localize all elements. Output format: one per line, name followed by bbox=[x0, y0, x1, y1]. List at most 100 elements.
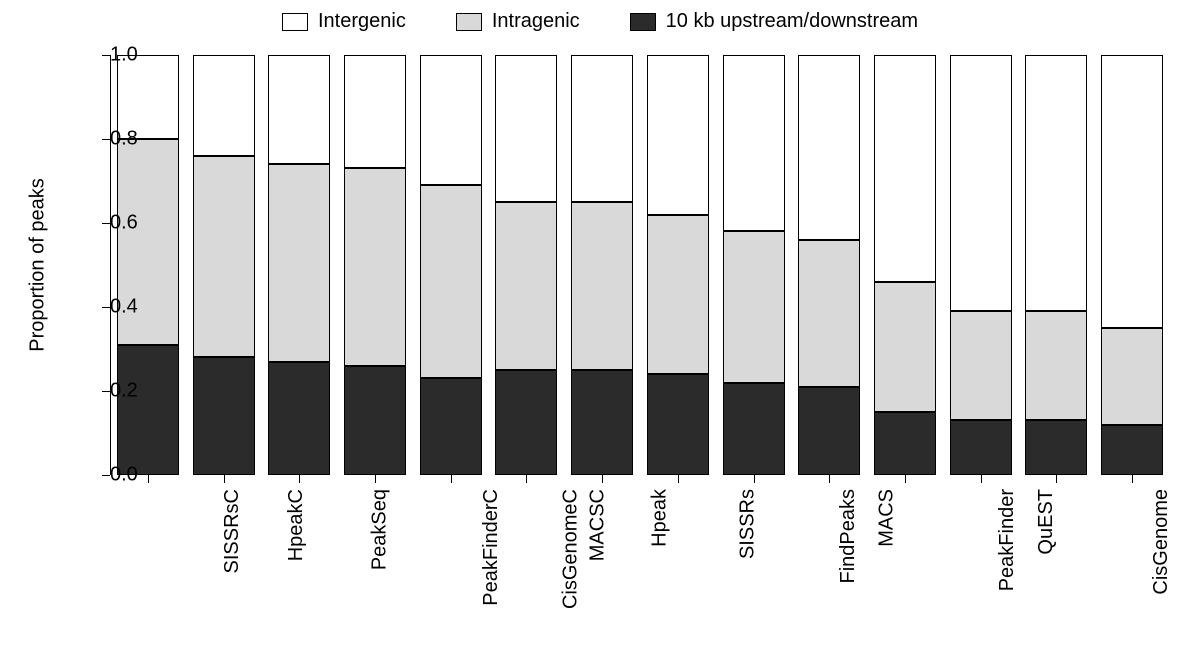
bar-segment-intra bbox=[1101, 328, 1163, 425]
x-category-label: Hpeak bbox=[648, 489, 671, 547]
bar-segment-intra bbox=[268, 164, 330, 361]
x-category-label: PeakSeq bbox=[369, 489, 392, 570]
bar-slot bbox=[344, 55, 406, 475]
bar-segment-inter bbox=[571, 55, 633, 202]
y-tick-label: 0.8 bbox=[110, 128, 124, 151]
figure: Intergenic Intragenic 10 kb upstream/dow… bbox=[0, 0, 1200, 660]
bar-segment-inter bbox=[874, 55, 936, 282]
bar-segment-down bbox=[344, 366, 406, 475]
legend-label-intragenic: Intragenic bbox=[492, 10, 580, 33]
x-category-label: HpeakC bbox=[284, 489, 307, 561]
x-tick bbox=[602, 475, 603, 483]
bar-slot bbox=[874, 55, 936, 475]
bar-segment-inter bbox=[268, 55, 330, 164]
bar-segment-intra bbox=[874, 282, 936, 412]
bar-segment-intra bbox=[571, 202, 633, 370]
bar-segment-inter bbox=[1101, 55, 1163, 328]
x-category-label: PeakFinder bbox=[996, 489, 1019, 591]
bar-segment-intra bbox=[495, 202, 557, 370]
bar-segment-down bbox=[117, 345, 179, 475]
y-tick bbox=[102, 391, 110, 392]
x-category-label: SISSRs bbox=[736, 489, 759, 559]
bar-segment-down bbox=[571, 370, 633, 475]
bar-segment-down bbox=[723, 383, 785, 475]
y-tick-label: 1.0 bbox=[110, 44, 124, 67]
y-tick bbox=[102, 139, 110, 140]
bar-slot bbox=[117, 55, 179, 475]
y-tick-label: 0.2 bbox=[110, 380, 124, 403]
bar-segment-down bbox=[420, 378, 482, 475]
bar-segment-inter bbox=[117, 55, 179, 139]
bar-segment-down bbox=[268, 362, 330, 475]
y-tick-label: 0.6 bbox=[110, 212, 124, 235]
bar-slot bbox=[1025, 55, 1087, 475]
legend-item-intragenic: Intragenic bbox=[456, 10, 580, 33]
x-tick bbox=[224, 475, 225, 483]
y-tick bbox=[102, 307, 110, 308]
bar-segment-inter bbox=[798, 55, 860, 240]
bar-segment-inter bbox=[420, 55, 482, 185]
bar-segment-inter bbox=[1025, 55, 1087, 311]
plot-area: SISSRsCHpeakCPeakSeqPeakFinderCCisGenome… bbox=[110, 55, 1170, 475]
x-tick bbox=[754, 475, 755, 483]
x-tick bbox=[981, 475, 982, 483]
legend-swatch-intergenic bbox=[282, 13, 308, 31]
x-tick bbox=[905, 475, 906, 483]
x-category-label: FindPeaks bbox=[837, 489, 860, 584]
bar-segment-down bbox=[950, 420, 1012, 475]
legend-item-intergenic: Intergenic bbox=[282, 10, 406, 33]
x-category-label: PeakFinderC bbox=[480, 489, 503, 606]
bar-segment-down bbox=[1025, 420, 1087, 475]
bars-area: SISSRsCHpeakCPeakSeqPeakFinderCCisGenome… bbox=[110, 55, 1170, 475]
y-tick bbox=[102, 223, 110, 224]
bar-slot bbox=[647, 55, 709, 475]
x-category-label: CisGenome bbox=[1151, 489, 1174, 595]
bar-segment-down bbox=[495, 370, 557, 475]
y-tick bbox=[102, 475, 110, 476]
x-tick bbox=[526, 475, 527, 483]
bar-segment-inter bbox=[495, 55, 557, 202]
bar-segment-inter bbox=[193, 55, 255, 156]
bar-slot bbox=[495, 55, 557, 475]
bar-segment-intra bbox=[420, 185, 482, 378]
bar-segment-intra bbox=[723, 231, 785, 382]
bar-segment-intra bbox=[647, 215, 709, 375]
legend-label-intergenic: Intergenic bbox=[318, 10, 406, 33]
x-category-label: SISSRsC bbox=[221, 489, 244, 573]
x-tick bbox=[148, 475, 149, 483]
bar-segment-intra bbox=[344, 168, 406, 365]
x-tick bbox=[1132, 475, 1133, 483]
bar-segment-down bbox=[647, 374, 709, 475]
bar-slot bbox=[798, 55, 860, 475]
bar-segment-down bbox=[874, 412, 936, 475]
bar-slot bbox=[268, 55, 330, 475]
x-tick bbox=[1056, 475, 1057, 483]
bar-slot bbox=[950, 55, 1012, 475]
y-tick-label: 0.4 bbox=[110, 296, 124, 319]
bar-slot bbox=[1101, 55, 1163, 475]
x-category-label: QuEST bbox=[1035, 489, 1058, 555]
legend-swatch-intragenic bbox=[456, 13, 482, 31]
bar-segment-intra bbox=[950, 311, 1012, 420]
x-tick bbox=[678, 475, 679, 483]
x-tick bbox=[299, 475, 300, 483]
bar-slot bbox=[571, 55, 633, 475]
bar-segment-inter bbox=[344, 55, 406, 168]
bar-slot bbox=[723, 55, 785, 475]
legend-swatch-10kb bbox=[630, 13, 656, 31]
x-tick bbox=[451, 475, 452, 483]
y-tick-label: 0.0 bbox=[110, 464, 124, 487]
y-tick bbox=[102, 55, 110, 56]
bar-segment-down bbox=[798, 387, 860, 475]
bar-segment-inter bbox=[723, 55, 785, 231]
legend-item-10kb: 10 kb upstream/downstream bbox=[630, 10, 918, 33]
bar-segment-intra bbox=[193, 156, 255, 358]
x-category-label: MACS bbox=[876, 489, 899, 547]
bar-segment-down bbox=[193, 357, 255, 475]
x-category-label: CisGenomeC bbox=[559, 489, 582, 609]
bar-segment-inter bbox=[950, 55, 1012, 311]
x-category-label: MACSC bbox=[587, 489, 610, 561]
bar-segment-down bbox=[1101, 425, 1163, 475]
legend: Intergenic Intragenic 10 kb upstream/dow… bbox=[0, 10, 1200, 33]
x-tick bbox=[375, 475, 376, 483]
